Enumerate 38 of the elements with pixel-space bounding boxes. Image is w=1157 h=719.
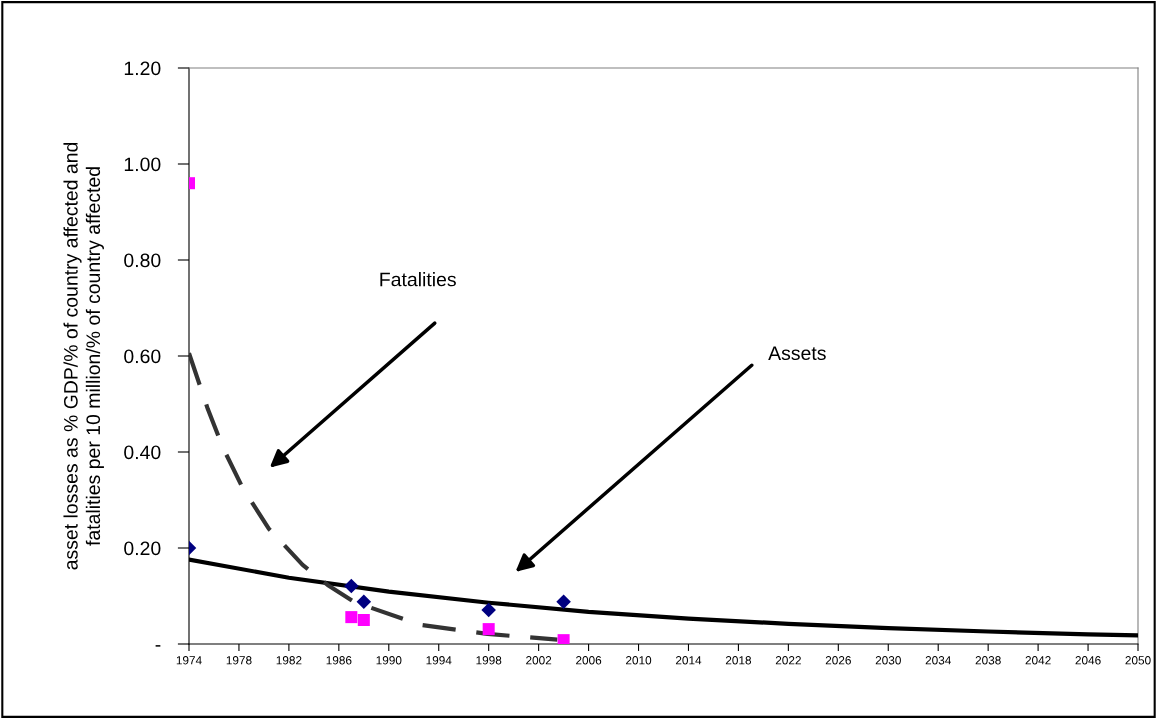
x-tick-label: 1974 <box>176 656 202 665</box>
y-tick-label: 1.00 <box>124 157 161 172</box>
y-axis-title: asset losses as % GDP/% of country affected and fatalities per 10 million/% of country affected <box>63 142 104 570</box>
x-tick-label: 1994 <box>426 656 452 665</box>
y-tick-label: 0.20 <box>124 541 161 556</box>
point <box>481 602 496 618</box>
x-tick-label: 2014 <box>675 656 702 665</box>
y-tick-label: - <box>155 645 161 647</box>
x-tick-label: 2022 <box>775 656 801 665</box>
x-tick-label: 2010 <box>625 656 652 665</box>
annotation: Assets <box>768 346 826 361</box>
x-tick-label: 2018 <box>725 656 752 665</box>
point <box>344 578 359 594</box>
x-tick-label: 2002 <box>526 656 552 665</box>
y-tick-label: 0.60 <box>124 349 161 364</box>
x-tick-label: 2046 <box>1075 656 1101 665</box>
point <box>557 634 570 644</box>
y-tick-label: 0.40 <box>124 445 161 460</box>
point <box>356 594 372 610</box>
point <box>357 613 370 627</box>
point <box>482 623 495 636</box>
x-tick-label: 1998 <box>476 656 502 665</box>
x-tick-label: 2034 <box>925 656 951 665</box>
x-tick-label: 1990 <box>376 656 402 665</box>
x-tick-label: 1986 <box>326 656 352 665</box>
y-tick-label: 0.80 <box>124 253 161 268</box>
x-tick-label: 2050 <box>1125 656 1151 665</box>
x-tick-label: 2006 <box>576 656 602 665</box>
y-tick-label: 1.20 <box>124 61 161 76</box>
x-tick-label: 2030 <box>875 656 901 665</box>
x-tick-label: 1982 <box>276 656 302 665</box>
x-tick-label: 2038 <box>975 656 1001 665</box>
point <box>556 594 571 610</box>
x-tick-label: 2042 <box>1025 656 1051 665</box>
annotation: Fatalities <box>380 272 456 287</box>
x-tick-label: 2026 <box>825 656 851 665</box>
x-tick-label: 1978 <box>226 656 252 665</box>
point <box>345 611 358 624</box>
